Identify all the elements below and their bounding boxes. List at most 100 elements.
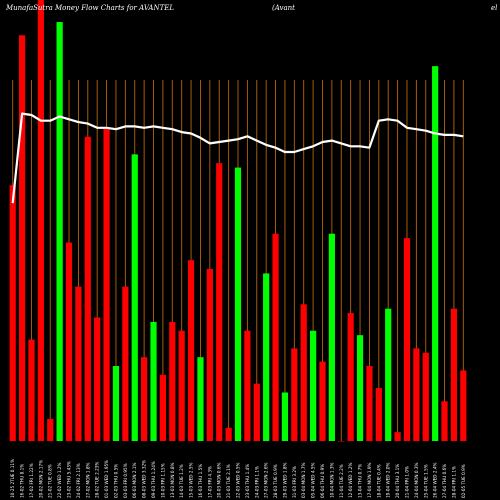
x-tick-label: 10-25 2TUE 0.11%	[10, 459, 15, 498]
bar-39	[366, 366, 373, 441]
x-tick-label: 19-04 WED 2.0%	[386, 462, 391, 498]
bar-26	[244, 330, 251, 441]
bar-28	[263, 273, 270, 441]
x-tick-label: 06-03 MON 2.1%	[132, 462, 137, 498]
bar-49	[460, 370, 467, 441]
x-tick-label: 02-03 THU 0.5%	[113, 464, 118, 498]
bar-3	[28, 339, 35, 441]
bar-31	[291, 348, 298, 441]
x-tick-label: 27-02 MON 1.8%	[85, 462, 90, 498]
x-tick-label: 24-03 FRI 1.1%	[254, 466, 259, 498]
x-tick-label: 01-03 WED 1.95%	[104, 460, 109, 498]
x-tick-labels: 10-25 2TUE 0.11% 16-02 THU 8.1% 17-02 FRI …	[10, 459, 466, 498]
bar-1	[9, 185, 16, 441]
x-tick-label: 27-03 MON 2.6%	[264, 462, 269, 498]
x-tick-label: 08-03 WED 3.32%	[142, 460, 147, 498]
x-tick-label: 16-02 THU 8.1%	[20, 464, 25, 498]
bar-43	[403, 238, 411, 441]
x-tick-label: 13-03 MON 0.8%	[170, 462, 175, 498]
bar-13	[122, 286, 129, 441]
chart-title-right: el	[491, 4, 497, 12]
x-tick-label: 22-03 WED 0.5%	[236, 462, 241, 498]
x-tick-label: 31-03 FRI 3.2%	[292, 466, 297, 498]
bar-42	[394, 432, 401, 441]
bar-27	[253, 383, 260, 441]
x-tick-label: 24-02 FRI 2.13%	[76, 463, 81, 498]
bar-5	[47, 418, 54, 441]
x-tick-label: 22-02 WED 1.2%	[57, 462, 62, 498]
x-tick-label: 05-04 WED 4.5%	[311, 462, 316, 498]
x-tick-label: 25-04 TUE 1.5%	[423, 464, 428, 498]
bar-21	[197, 357, 204, 441]
x-tick-label: 20-04 THU 3.1%	[395, 464, 400, 498]
bar-18	[169, 321, 176, 441]
x-tick-label: 03-04 MON 1.7%	[301, 462, 306, 498]
x-tick-label: 13-04 THU 0.7%	[358, 464, 363, 498]
bar-12	[112, 366, 120, 441]
x-tick-label: 18-04 TUE 0.4%	[376, 464, 381, 498]
bar-20	[187, 260, 195, 441]
x-tick-label: 23-02 THU 5.43%	[67, 461, 72, 498]
bar-2	[18, 35, 26, 441]
bar-48	[450, 308, 458, 441]
bar-37	[347, 313, 354, 441]
bar-45	[422, 352, 429, 441]
x-tick-label: 03-03 FRI 0.95%	[123, 463, 128, 498]
x-tick-label: 27-04 THU 0.6%	[442, 464, 447, 498]
bar-11	[103, 127, 110, 441]
bar-15	[141, 357, 148, 441]
bar-23	[216, 163, 223, 442]
bar-41	[385, 308, 392, 441]
bar-24	[225, 427, 232, 441]
x-tick-label: 06-04 THU 0.9%	[320, 464, 325, 498]
bar-35	[328, 233, 335, 441]
bar-17	[159, 374, 166, 441]
bar-34	[319, 361, 326, 441]
bar-33	[310, 330, 317, 441]
bar-14	[131, 154, 138, 441]
x-tick-label: 12-04 WED 1.2%	[348, 462, 353, 498]
bar-8	[75, 286, 82, 441]
bar-47	[441, 401, 448, 441]
x-tick-label: 28-02 TUE 2.23%	[95, 462, 100, 498]
bar-9	[84, 136, 91, 441]
bar-10	[94, 317, 101, 441]
bars	[9, 0, 467, 442]
bar-40	[375, 388, 382, 441]
x-tick-label: 20-02 MON 2.17%	[38, 460, 43, 498]
bar-30	[281, 392, 289, 441]
bar-38	[356, 335, 364, 441]
x-tick-label: 17-04 MON 1.9%	[367, 462, 372, 498]
x-tick-label: 10-04 MON 1.3%	[329, 462, 334, 498]
x-tick-label: 29-03 WED 1.8%	[282, 462, 287, 498]
bar-6	[56, 22, 63, 442]
x-tick-label: 11-04 TUE 2.2%	[339, 464, 344, 498]
bar-25	[234, 167, 242, 441]
bar-36	[338, 441, 345, 442]
bar-22	[206, 269, 213, 441]
bar-4	[37, 0, 44, 441]
x-tick-label: 28-04 FRI 1.1%	[451, 466, 456, 498]
bar-19	[178, 330, 185, 441]
x-tick-label: 26-04 WED 2.4%	[433, 462, 438, 498]
x-tick-label: 17-03 FRI 4.3%	[207, 466, 212, 498]
chart-title-left: MunafaSutra Money Flow Charts for AVANTE…	[5, 4, 174, 12]
x-tick-label: 24-04 MON 0.3%	[414, 462, 419, 498]
x-tick-label: 17-02 FRI 1.22%	[29, 463, 34, 498]
x-tick-label: 21-02 TUE 0.8%	[48, 464, 53, 498]
bar-46	[432, 66, 439, 442]
price-line-path	[11, 112, 464, 204]
x-tick-label: 09-03 THU 1.24%	[151, 461, 156, 498]
bar-7	[65, 242, 73, 441]
x-tick-label: 21-04 FRI 1.0%	[404, 466, 409, 498]
x-tick-label: 23-03 THU 1.4%	[245, 464, 250, 498]
x-tick-label: 10-03 FRI 1.15%	[160, 463, 165, 498]
bar-16	[150, 321, 157, 441]
bar-44	[413, 348, 420, 441]
price-line	[11, 112, 464, 204]
x-tick-label: 16-03 THU 1.5%	[198, 464, 203, 498]
x-tick-label: 28-03 TUE 0.9%	[273, 464, 278, 498]
bar-29	[272, 233, 279, 441]
x-tick-label: 15-03 WED 2.5%	[189, 462, 194, 498]
